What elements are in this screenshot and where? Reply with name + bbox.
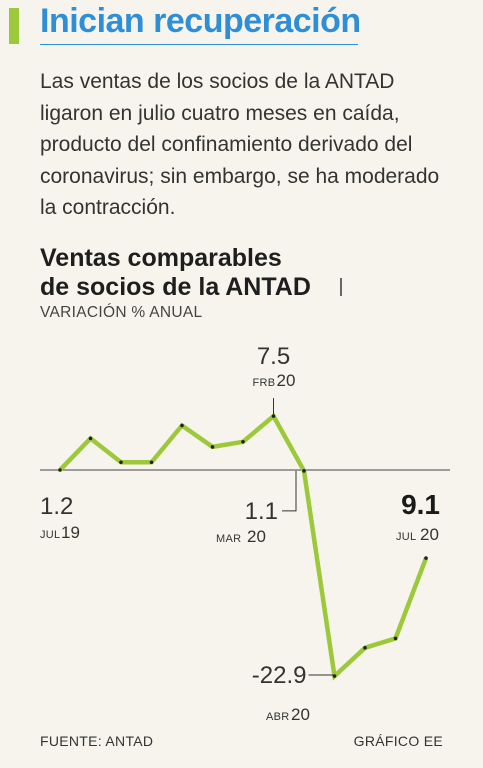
annotation-year-8: 20 bbox=[247, 527, 266, 546]
annotation-month-7: FRB bbox=[253, 377, 276, 389]
data-point-may-20 bbox=[363, 646, 367, 650]
data-point-jun-20 bbox=[393, 636, 398, 641]
annotation-value-0: 1.2 bbox=[40, 493, 73, 520]
chart-title: Ventas comparables de socios de la ANTAD bbox=[40, 244, 311, 302]
data-point-mar-20 bbox=[302, 469, 306, 473]
source-label: FUENTE: ANTAD bbox=[40, 733, 154, 749]
headline: Inician recuperación bbox=[40, 2, 361, 40]
chart-subtitle: VARIACIÓN % ANUAL bbox=[40, 304, 203, 321]
annotation-month-0: JUL bbox=[40, 529, 60, 541]
data-point-sep-19 bbox=[119, 460, 123, 465]
data-point-ene-20 bbox=[241, 439, 245, 444]
headline-rule bbox=[40, 44, 358, 45]
annotation-month-9: ABR bbox=[266, 711, 290, 723]
annotation-year-7: 20 bbox=[277, 371, 296, 390]
title-divider bbox=[340, 278, 342, 296]
annotation-value-9: -22.9 bbox=[252, 662, 307, 689]
accent-bar bbox=[9, 8, 19, 44]
annotation-year-12: 20 bbox=[420, 525, 439, 544]
annotation-value-12: 9.1 bbox=[401, 489, 440, 520]
series-line bbox=[58, 412, 429, 681]
data-point-dic-19 bbox=[210, 445, 215, 449]
annotation-value-8: 1.1 bbox=[245, 498, 278, 525]
credit-label: GRÁFICO EE bbox=[353, 733, 443, 749]
annotation-year-0: 19 bbox=[61, 523, 80, 542]
annotation-month-12: JUL bbox=[396, 531, 416, 543]
chart-title-line-2: de socios de la ANTAD bbox=[40, 273, 311, 301]
data-point-oct-19 bbox=[149, 460, 154, 465]
data-point-ago-19 bbox=[88, 436, 93, 441]
leader-mar bbox=[282, 470, 297, 512]
data-point-jul-20 bbox=[424, 556, 428, 560]
data-point-jul-19 bbox=[58, 468, 62, 472]
lead-paragraph: Las ventas de los socios de la ANTAD lig… bbox=[40, 70, 440, 219]
annotation-month-8: MAR bbox=[216, 533, 241, 545]
annotation-year-9: 20 bbox=[291, 705, 310, 724]
chart-title-line-1: Ventas comparables bbox=[40, 244, 282, 272]
data-point-nov-19 bbox=[180, 423, 184, 428]
annotation-value-7: 7.5 bbox=[257, 343, 290, 370]
